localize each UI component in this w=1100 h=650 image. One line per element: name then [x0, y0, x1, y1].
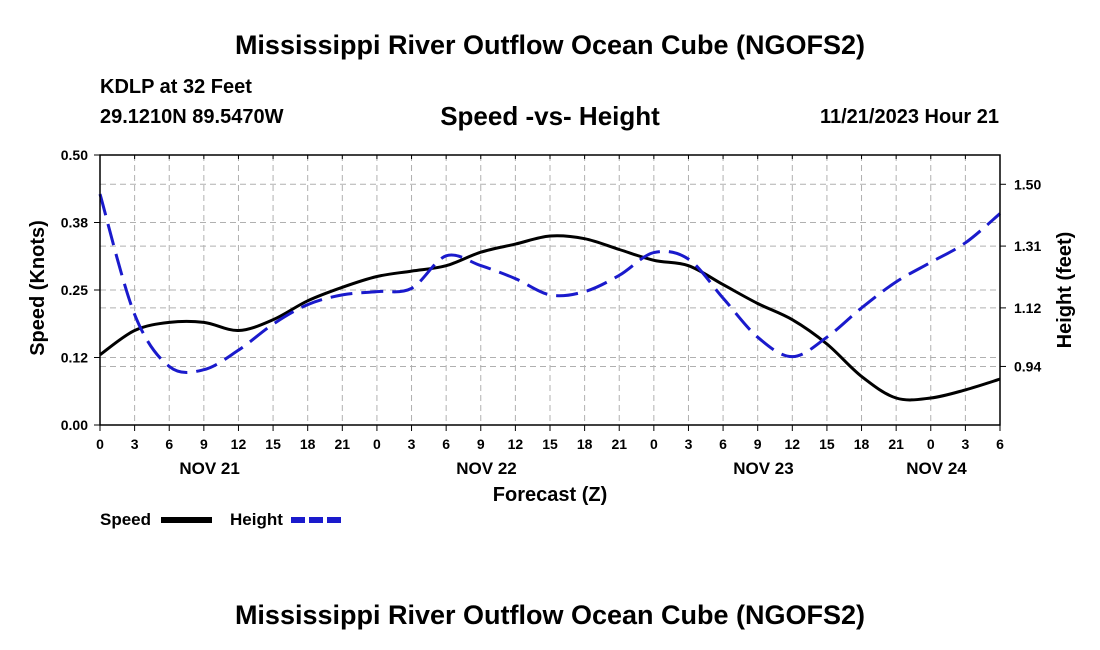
- x-tick-label: 6: [996, 436, 1004, 452]
- x-tick-label: 12: [508, 436, 524, 452]
- x-tick-label: 3: [961, 436, 969, 452]
- x-tick-label: 9: [754, 436, 762, 452]
- y-right-tick-label: 1.31: [1014, 238, 1041, 254]
- date-label: NOV 22: [456, 459, 516, 478]
- chart-title: Mississippi River Outflow Ocean Cube (NG…: [234, 30, 866, 60]
- x-tick-label: 18: [300, 436, 316, 452]
- x-tick-label: 9: [477, 436, 485, 452]
- x-tick-label: 15: [542, 436, 558, 452]
- x-tick-label: 21: [611, 436, 627, 452]
- x-tick-label: 21: [335, 436, 351, 452]
- station-coordinates: 29.1210N 89.5470W: [100, 106, 284, 128]
- legend: Speed Height: [100, 510, 343, 529]
- x-tick-label: 9: [200, 436, 208, 452]
- axes: 0 3 6 9 12 15 18 21 0 3 6 9 12 15 18 21 0 3 6 9 12 15 18 21 0 3 6N…: [61, 147, 1042, 478]
- legend-height-label: Height: [230, 510, 283, 529]
- x-tick-label: 0: [927, 436, 935, 452]
- x-tick-label: 0: [650, 436, 658, 452]
- legend-speed-label: Speed: [100, 510, 151, 529]
- date-label: NOV 21: [179, 459, 239, 478]
- x-tick-label: 15: [265, 436, 281, 452]
- series-line-speed: [99, 234, 1001, 402]
- x-tick-label: 18: [854, 436, 870, 452]
- x-axis-label: Forecast (Z): [493, 484, 607, 506]
- date-label: NOV 24: [906, 459, 967, 478]
- y-left-tick-label: 0.00: [61, 417, 88, 433]
- x-tick-label: 6: [719, 436, 727, 452]
- series-layer: [98, 193, 1001, 402]
- y-right-tick-label: 0.94: [1014, 358, 1041, 374]
- x-tick-label: 0: [373, 436, 381, 452]
- x-tick-label: 21: [888, 436, 904, 452]
- y-left-tick-label: 0.12: [61, 350, 88, 366]
- x-tick-label: 6: [165, 436, 173, 452]
- series-line-height: [98, 193, 1001, 375]
- y-left-tick-label: 0.25: [61, 282, 88, 298]
- y-right-tick-label: 1.50: [1014, 176, 1041, 192]
- x-tick-label: 3: [685, 436, 693, 452]
- chart-subtitle: Speed -vs- Height: [440, 101, 660, 131]
- date-label: NOV 23: [733, 459, 793, 478]
- y-axis-right-label: Height (feet): [1054, 232, 1076, 349]
- x-tick-label: 12: [785, 436, 801, 452]
- y-left-tick-label: 0.38: [61, 215, 88, 231]
- x-tick-label: 6: [442, 436, 450, 452]
- station-label: KDLP at 32 Feet: [100, 76, 252, 98]
- forecast-datetime: 11/21/2023 Hour 21: [819, 106, 999, 128]
- x-tick-label: 15: [819, 436, 835, 452]
- y-axis-left-label: Speed (Knots): [27, 220, 49, 356]
- x-tick-label: 12: [231, 436, 247, 452]
- x-tick-label: 3: [131, 436, 139, 452]
- x-tick-label: 3: [408, 436, 416, 452]
- footer-title: Mississippi River Outflow Ocean Cube (NG…: [234, 600, 866, 630]
- y-left-tick-label: 0.50: [61, 147, 88, 163]
- speed-height-chart: 0 3 6 9 12 15 18 21 0 3 6 9 12 15 18 21 0 3 6 9 12 15 18 21 0 3 6N…: [27, 147, 1076, 529]
- x-tick-label: 0: [96, 436, 104, 452]
- x-tick-label: 18: [577, 436, 593, 452]
- y-right-tick-label: 1.12: [1014, 300, 1041, 316]
- grid: [100, 155, 1000, 425]
